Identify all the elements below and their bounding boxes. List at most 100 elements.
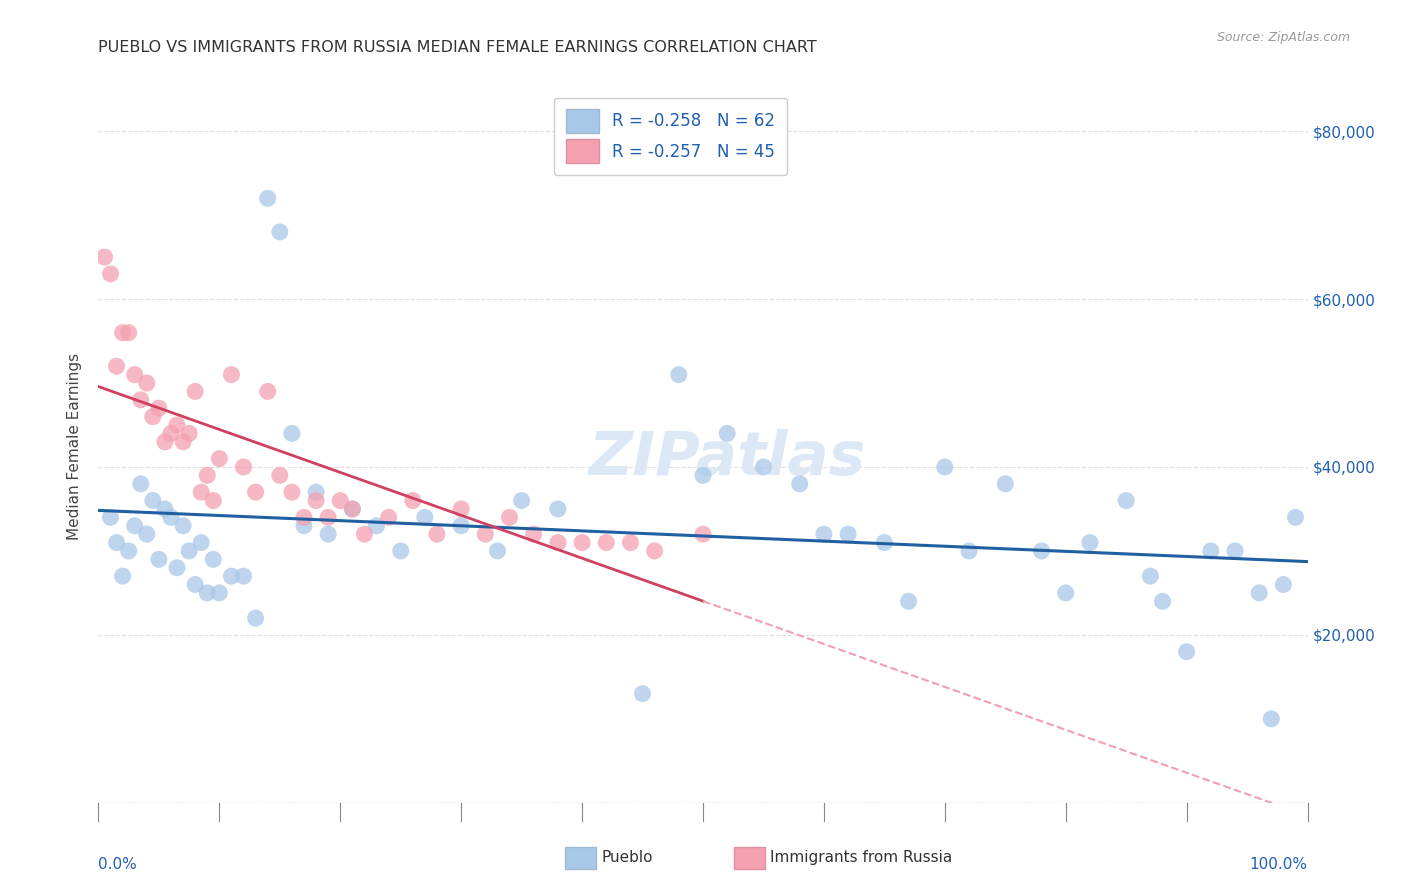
Point <box>934 460 956 475</box>
Point <box>172 434 194 449</box>
Point <box>1223 544 1246 558</box>
Point <box>129 476 152 491</box>
Text: ZIPatlas: ZIPatlas <box>589 429 866 488</box>
Point <box>547 535 569 549</box>
Point <box>269 225 291 239</box>
Point <box>160 426 183 441</box>
Point <box>1272 577 1295 591</box>
Point <box>142 409 165 424</box>
Point <box>124 518 146 533</box>
Point <box>547 502 569 516</box>
Point <box>1284 510 1306 524</box>
Point <box>160 510 183 524</box>
Point <box>179 426 201 441</box>
Point <box>245 485 267 500</box>
Point <box>813 527 835 541</box>
Text: PUEBLO VS IMMIGRANTS FROM RUSSIA MEDIAN FEMALE EARNINGS CORRELATION CHART: PUEBLO VS IMMIGRANTS FROM RUSSIA MEDIAN … <box>98 40 817 55</box>
Point <box>281 485 304 500</box>
Point <box>1249 586 1271 600</box>
Point <box>111 326 134 340</box>
Point <box>342 502 364 516</box>
Point <box>148 552 170 566</box>
Text: Source: ZipAtlas.com: Source: ZipAtlas.com <box>1216 31 1350 45</box>
Point <box>595 535 617 549</box>
Point <box>256 384 278 399</box>
Point <box>644 544 666 558</box>
Point <box>221 569 243 583</box>
Point <box>305 485 328 500</box>
Text: Immigrants from Russia: Immigrants from Russia <box>770 850 953 864</box>
Point <box>1031 544 1053 558</box>
Point <box>142 493 165 508</box>
Point <box>245 611 267 625</box>
Y-axis label: Median Female Earnings: Median Female Earnings <box>67 352 83 540</box>
Point <box>752 460 775 475</box>
Point <box>166 417 188 432</box>
Point <box>716 426 738 441</box>
Point <box>668 368 690 382</box>
Point <box>329 493 352 508</box>
Point <box>1139 569 1161 583</box>
Point <box>232 460 254 475</box>
Point <box>316 527 339 541</box>
Point <box>413 510 436 524</box>
Point <box>135 376 157 390</box>
Point <box>105 359 128 374</box>
Point <box>202 552 225 566</box>
Point <box>1078 535 1101 549</box>
Point <box>450 502 472 516</box>
Point <box>837 527 859 541</box>
Legend: R = -0.258   N = 62, R = -0.257   N = 45: R = -0.258 N = 62, R = -0.257 N = 45 <box>554 97 787 175</box>
Point <box>166 560 188 574</box>
Point <box>153 502 176 516</box>
Point <box>1054 586 1077 600</box>
Text: 0.0%: 0.0% <box>98 857 138 872</box>
Point <box>631 687 654 701</box>
Point <box>389 544 412 558</box>
Point <box>184 577 207 591</box>
Point <box>208 586 231 600</box>
Point <box>256 191 278 205</box>
Point <box>232 569 254 583</box>
Point <box>281 426 304 441</box>
Point <box>208 451 231 466</box>
Point <box>190 485 212 500</box>
Point <box>221 368 243 382</box>
Point <box>195 586 218 600</box>
Point <box>93 250 115 264</box>
Point <box>498 510 520 524</box>
Point <box>692 527 714 541</box>
Point <box>118 544 141 558</box>
Point <box>195 468 218 483</box>
Point <box>1260 712 1282 726</box>
Point <box>486 544 509 558</box>
Text: Pueblo: Pueblo <box>602 850 654 864</box>
Point <box>474 527 496 541</box>
Point <box>994 476 1017 491</box>
Point <box>1115 493 1137 508</box>
Point <box>402 493 425 508</box>
Point <box>897 594 920 608</box>
Point <box>129 392 152 407</box>
Point <box>105 535 128 549</box>
Point <box>619 535 641 549</box>
Point <box>100 267 122 281</box>
Point <box>957 544 980 558</box>
Point <box>789 476 811 491</box>
Point <box>269 468 291 483</box>
Point <box>1199 544 1222 558</box>
Text: 100.0%: 100.0% <box>1250 857 1308 872</box>
Point <box>342 502 364 516</box>
Point <box>118 326 141 340</box>
Point <box>135 527 157 541</box>
Point <box>426 527 449 541</box>
Point <box>523 527 546 541</box>
Point <box>292 518 315 533</box>
Point <box>353 527 375 541</box>
Point <box>100 510 122 524</box>
Point <box>1175 645 1198 659</box>
Point <box>190 535 212 549</box>
Point <box>172 518 194 533</box>
Point <box>316 510 339 524</box>
Point <box>366 518 388 533</box>
